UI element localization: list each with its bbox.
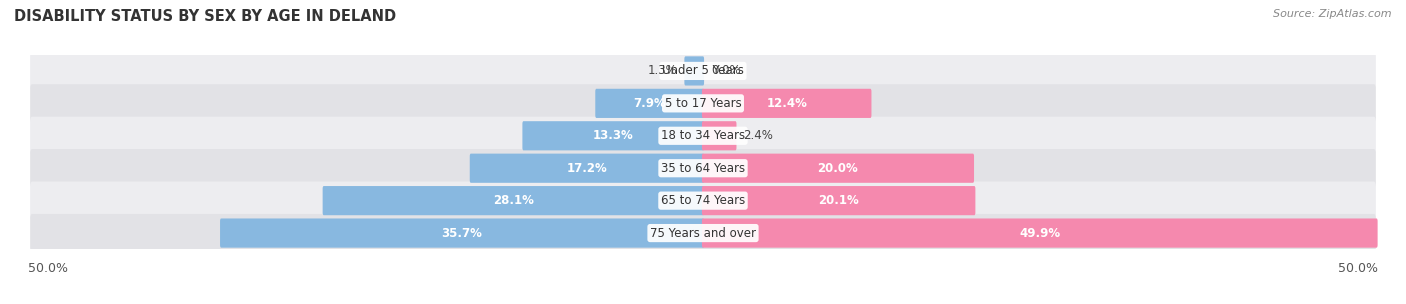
Text: 2.4%: 2.4% [744,129,773,142]
Text: 13.3%: 13.3% [593,129,634,142]
Text: 1.3%: 1.3% [648,64,678,78]
Text: Source: ZipAtlas.com: Source: ZipAtlas.com [1274,9,1392,19]
FancyBboxPatch shape [702,121,737,150]
FancyBboxPatch shape [30,181,1376,220]
Text: 49.9%: 49.9% [1019,226,1060,240]
Text: Under 5 Years: Under 5 Years [662,64,744,78]
FancyBboxPatch shape [30,84,1376,123]
FancyBboxPatch shape [523,121,704,150]
Text: 35.7%: 35.7% [441,226,482,240]
FancyBboxPatch shape [702,186,976,215]
Text: 17.2%: 17.2% [567,162,607,175]
Text: 20.0%: 20.0% [818,162,858,175]
Text: 28.1%: 28.1% [494,194,534,207]
Text: 20.1%: 20.1% [818,194,859,207]
Text: 50.0%: 50.0% [1339,262,1378,275]
Text: 50.0%: 50.0% [28,262,67,275]
Text: 18 to 34 Years: 18 to 34 Years [661,129,745,142]
Legend: Male, Female: Male, Female [634,302,772,304]
Text: 12.4%: 12.4% [766,97,807,110]
FancyBboxPatch shape [221,219,704,248]
FancyBboxPatch shape [470,154,704,183]
FancyBboxPatch shape [30,52,1376,90]
FancyBboxPatch shape [30,214,1376,252]
FancyBboxPatch shape [595,89,704,118]
Text: 5 to 17 Years: 5 to 17 Years [665,97,741,110]
Text: 7.9%: 7.9% [633,97,666,110]
FancyBboxPatch shape [322,186,704,215]
Text: DISABILITY STATUS BY SEX BY AGE IN DELAND: DISABILITY STATUS BY SEX BY AGE IN DELAN… [14,9,396,24]
FancyBboxPatch shape [30,149,1376,187]
Text: 75 Years and over: 75 Years and over [650,226,756,240]
FancyBboxPatch shape [702,154,974,183]
Text: 35 to 64 Years: 35 to 64 Years [661,162,745,175]
Text: 0.0%: 0.0% [711,64,741,78]
Text: 65 to 74 Years: 65 to 74 Years [661,194,745,207]
FancyBboxPatch shape [30,117,1376,155]
FancyBboxPatch shape [702,219,1378,248]
FancyBboxPatch shape [702,89,872,118]
FancyBboxPatch shape [685,56,704,85]
